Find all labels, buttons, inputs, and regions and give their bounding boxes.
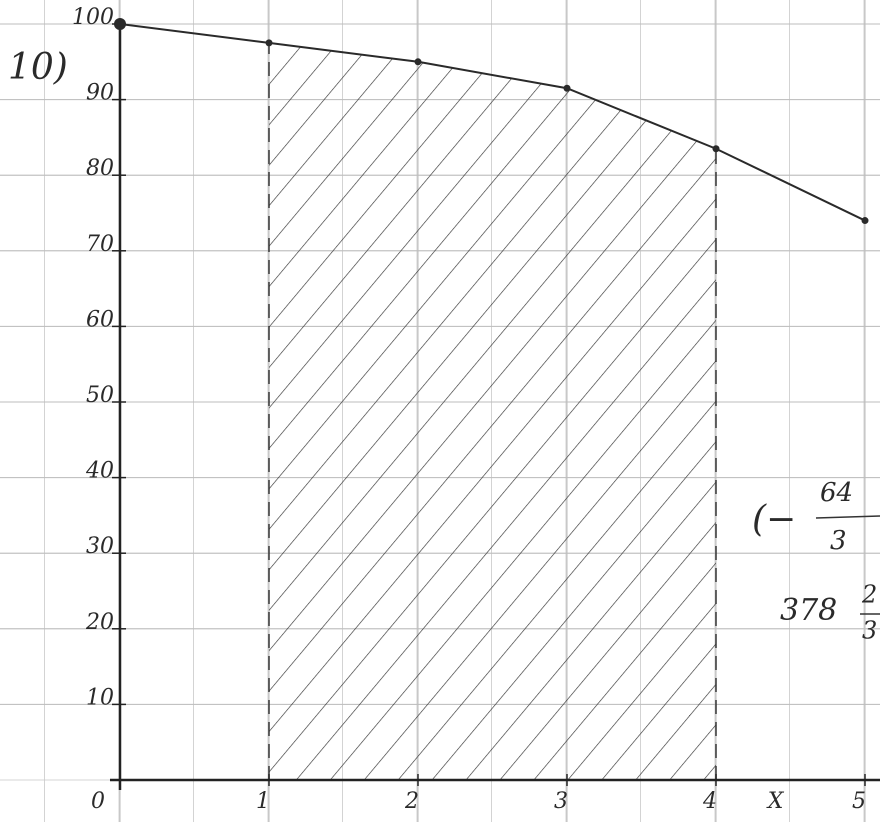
- data-point: [564, 85, 571, 92]
- y-tick-label: 10: [86, 685, 114, 710]
- annotation-numerator: 64: [820, 478, 853, 508]
- data-point: [114, 18, 126, 30]
- y-tick-label: 30: [86, 534, 114, 559]
- chart: 10) (− 64 3 378 2 3 10203040506070809010…: [0, 0, 880, 822]
- y-tick-label: 60: [86, 307, 114, 332]
- annotation: (− 64 3 378 2 3: [752, 478, 880, 645]
- data-point: [862, 217, 869, 224]
- x-tick-label: 3: [554, 789, 568, 814]
- y-tick-label: 70: [86, 232, 114, 257]
- annotation-denominator: 3: [862, 617, 877, 645]
- x-tick-label: 4: [702, 789, 717, 814]
- x-axis-label: X: [766, 789, 785, 814]
- y-tick-label: 80: [86, 156, 114, 181]
- y-tick-label: 40: [85, 459, 114, 484]
- data-point: [266, 39, 273, 46]
- y-tick-label: 90: [86, 81, 114, 106]
- y-tick-label: 20: [85, 610, 114, 635]
- data-point: [713, 145, 720, 152]
- y-tick-label: 50: [86, 383, 114, 408]
- x-tick-label: 2: [404, 789, 419, 814]
- annotation-numerator: 2: [861, 581, 877, 609]
- x-tick-label: 1: [256, 789, 270, 814]
- x-tick-label: 0: [91, 789, 105, 814]
- annotation-whole: 378: [780, 593, 837, 628]
- annotation-prefix: (−: [752, 499, 796, 540]
- problem-label: 10): [8, 47, 68, 88]
- data-point: [415, 58, 422, 65]
- y-tick-label: 100: [72, 5, 114, 30]
- shaded-area: [269, 43, 716, 780]
- annotation-denominator: 3: [830, 526, 847, 556]
- x-tick-label: 5: [852, 789, 866, 814]
